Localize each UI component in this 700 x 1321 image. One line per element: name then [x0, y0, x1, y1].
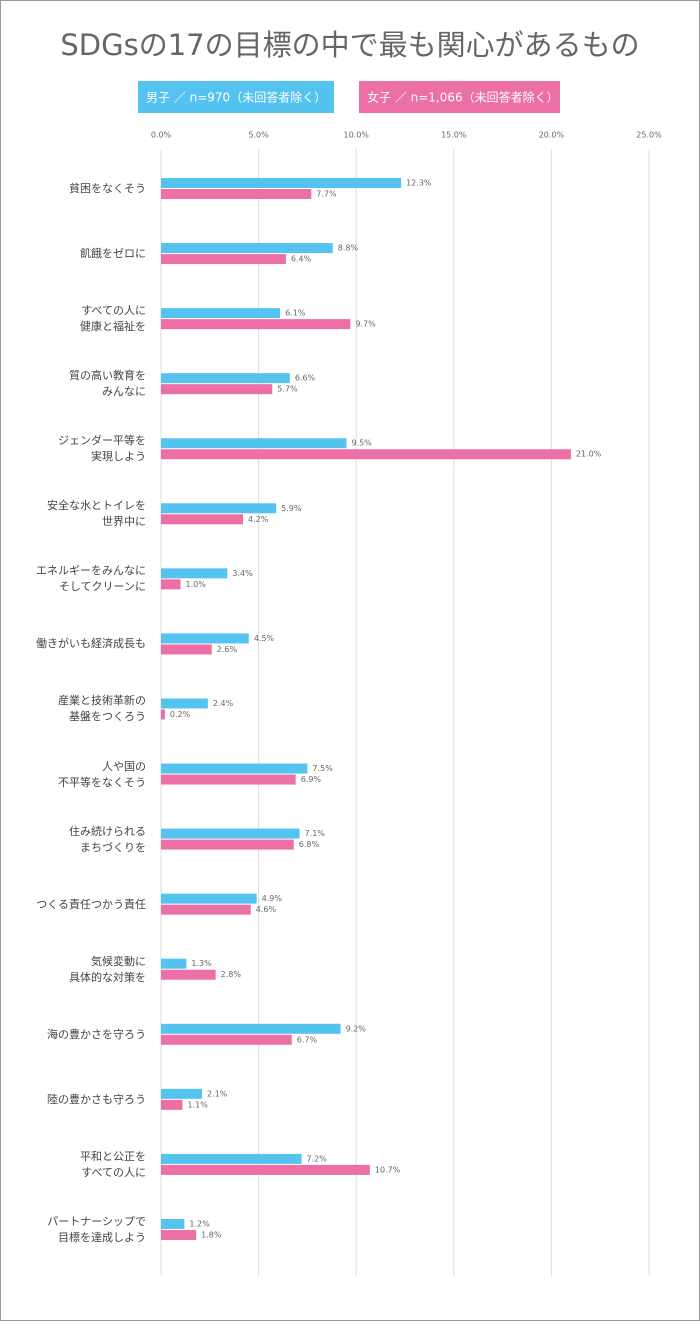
value-label: 1.0% [186, 580, 207, 589]
x-tick-label: 0.0% [151, 131, 172, 140]
value-label: 1.1% [187, 1100, 208, 1109]
value-label: 9.7% [355, 320, 376, 329]
bar [161, 1229, 197, 1240]
value-label: 1.8% [201, 1230, 222, 1239]
x-tick-label: 25.0% [636, 131, 662, 140]
value-label: 4.9% [262, 894, 283, 903]
category-label: 陸の豊かさも守ろう [47, 1092, 146, 1106]
bar [161, 1099, 183, 1110]
bar [161, 1164, 370, 1175]
legend-label: 男子 ／ n=970（未回答者除く） [146, 90, 326, 105]
category-label: 働きがいも経済成長も [36, 637, 146, 651]
value-label: 7.7% [316, 190, 337, 199]
value-label: 9.2% [346, 1024, 367, 1033]
bar [161, 449, 571, 460]
category-label: 住み続けられる まちづくりを [69, 824, 146, 854]
category-label: パートナーシップで 目標を達成しよう [47, 1214, 146, 1244]
bar [161, 178, 402, 188]
bar [161, 1023, 341, 1034]
value-label: 6.4% [291, 255, 312, 264]
category-label: つくる責任つかう責任 [36, 897, 146, 911]
category-label: エネルギーをみんなに そしてクリーンに [36, 564, 146, 594]
bar [161, 774, 296, 785]
value-label: 2.6% [217, 645, 238, 654]
value-label: 4.6% [256, 905, 277, 914]
value-label: 1.3% [191, 959, 212, 968]
value-label: 5.9% [281, 504, 302, 513]
bar [161, 579, 181, 590]
chart-title: SDGsの17の目標の中で最も関心があるもの [60, 28, 639, 62]
bar [161, 709, 165, 720]
value-label: 2.4% [213, 699, 234, 708]
bar [161, 189, 312, 199]
x-tick-label: 15.0% [441, 131, 467, 140]
bar [161, 319, 351, 330]
value-label: 10.7% [375, 1165, 401, 1174]
category-label: 人や国の 不平等をなくそう [58, 759, 146, 789]
bar [161, 839, 294, 850]
value-label: 7.5% [312, 764, 333, 773]
value-label: 9.5% [351, 439, 372, 448]
category-label: 平和と公正を すべての人に [80, 1149, 146, 1179]
category-label: 貧困をなくそう [69, 182, 146, 195]
category-label: 海の豊かさを守ろう [47, 1027, 146, 1041]
bar [161, 969, 216, 980]
bar [161, 763, 308, 774]
bar [161, 904, 251, 915]
bar [161, 828, 300, 839]
value-label: 2.1% [207, 1089, 228, 1098]
value-label: 8.8% [338, 244, 359, 253]
bar [161, 958, 187, 969]
category-label: 質の高い教育を みんなに [69, 369, 146, 399]
bar [161, 1034, 292, 1045]
category-label: 安全な水とトイレを 世界中に [47, 499, 146, 529]
bar [161, 633, 249, 644]
value-label: 1.2% [189, 1219, 210, 1228]
bar [161, 243, 333, 254]
value-label: 5.7% [277, 385, 298, 394]
value-label: 6.1% [285, 309, 306, 318]
value-label: 6.6% [295, 374, 316, 383]
bar [161, 373, 290, 384]
bar [161, 438, 347, 449]
value-label: 3.4% [232, 569, 253, 578]
bar [161, 698, 208, 709]
value-label: 7.1% [305, 829, 326, 838]
category-label: すべての人に 健康と福祉を [80, 304, 146, 334]
bar [161, 644, 212, 655]
value-label: 12.3% [406, 179, 432, 188]
x-tick-label: 20.0% [539, 131, 565, 140]
bar [161, 384, 273, 395]
value-label: 4.2% [248, 515, 269, 524]
value-label: 21.0% [576, 450, 602, 459]
value-label: 0.2% [170, 710, 191, 719]
value-label: 7.2% [307, 1154, 328, 1163]
bar [161, 514, 243, 525]
bar [161, 308, 281, 319]
value-label: 2.8% [221, 970, 242, 979]
legend-swatch [138, 81, 334, 113]
legend-swatch [359, 81, 560, 113]
bar [161, 1218, 185, 1229]
category-label: 飢餓をゼロに [80, 247, 146, 261]
x-tick-label: 10.0% [343, 131, 369, 140]
bar [161, 1088, 202, 1099]
value-label: 6.8% [299, 840, 320, 849]
bar [161, 893, 257, 904]
bar [161, 1153, 302, 1164]
category-label: 気候変動に 具体的な対策を [69, 954, 146, 984]
legend-label: 女子 ／ n=1,066（未回答者除く） [367, 90, 559, 105]
value-label: 6.7% [297, 1035, 318, 1044]
x-tick-label: 5.0% [248, 131, 269, 140]
category-label: 産業と技術革新の 基盤をつくろう [58, 694, 146, 724]
bar [161, 254, 286, 265]
value-label: 4.5% [254, 634, 275, 643]
value-label: 6.9% [301, 775, 322, 784]
category-label: ジェンダー平等を 実現しよう [58, 434, 146, 464]
bar [161, 503, 277, 514]
bar [161, 568, 228, 579]
